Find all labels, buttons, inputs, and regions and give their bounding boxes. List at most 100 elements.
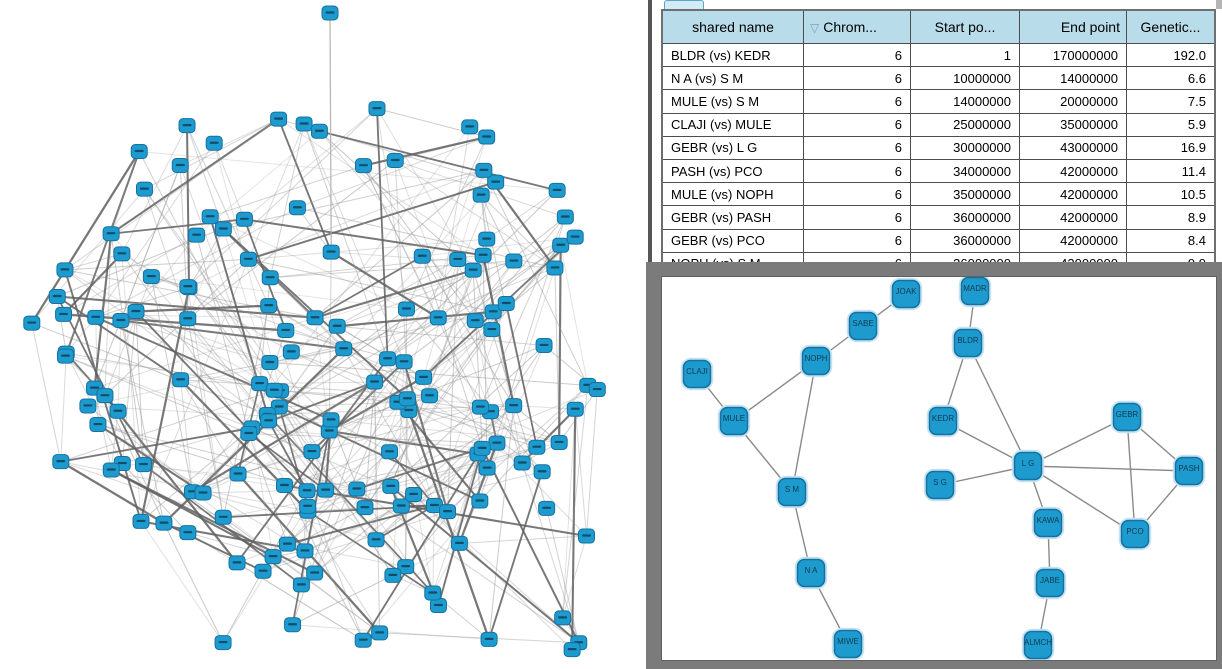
overview-node[interactable] xyxy=(484,304,502,320)
overview-node[interactable] xyxy=(528,439,546,455)
table-row[interactable]: CLAJI (vs) MULE 6 25000000 35000000 5.9 xyxy=(663,113,1214,137)
overview-node[interactable] xyxy=(89,417,107,433)
overview-node[interactable] xyxy=(260,413,278,429)
overview-node[interactable] xyxy=(429,598,447,614)
overview-node[interactable] xyxy=(471,493,489,509)
overview-node[interactable] xyxy=(382,478,400,494)
overview-node[interactable] xyxy=(278,536,296,552)
overview-node[interactable] xyxy=(478,231,496,247)
overview-node[interactable] xyxy=(335,341,353,357)
overview-node[interactable] xyxy=(415,369,433,385)
column-header-start-position[interactable]: Start po... xyxy=(910,11,1020,44)
overview-node[interactable] xyxy=(306,565,324,581)
overview-node[interactable] xyxy=(79,398,97,414)
overview-node[interactable] xyxy=(239,251,257,267)
overview-node[interactable] xyxy=(472,187,490,203)
overview-node[interactable] xyxy=(251,376,269,392)
network-node-LG[interactable]: L G xyxy=(1011,449,1045,483)
panel-splitter[interactable] xyxy=(648,0,652,262)
overview-node[interactable] xyxy=(473,440,491,456)
overview-node[interactable] xyxy=(96,388,114,404)
network-node-BLDR[interactable]: BLDR xyxy=(951,326,985,360)
overview-node[interactable] xyxy=(348,481,366,497)
overview-node[interactable] xyxy=(464,262,482,278)
overview-node[interactable] xyxy=(488,435,506,451)
overview-node[interactable] xyxy=(102,226,120,242)
overview-node[interactable] xyxy=(276,477,294,493)
overview-node[interactable] xyxy=(328,318,346,334)
overview-node[interactable] xyxy=(566,229,584,245)
overview-node[interactable] xyxy=(535,337,553,353)
overview-node[interactable] xyxy=(261,270,279,286)
overview-node[interactable] xyxy=(449,251,467,267)
overview-node[interactable] xyxy=(384,567,402,583)
overview-node[interactable] xyxy=(130,143,148,159)
overview-node[interactable] xyxy=(270,111,288,127)
overview-node[interactable] xyxy=(471,399,489,415)
overview-node[interactable] xyxy=(538,500,556,516)
overview-node[interactable] xyxy=(322,412,340,428)
network-node-PCO[interactable]: PCO xyxy=(1118,517,1152,551)
overview-node[interactable] xyxy=(505,398,523,414)
overview-node[interactable] xyxy=(277,322,295,338)
network-node-SABE[interactable]: SABE xyxy=(846,309,880,343)
overview-node[interactable] xyxy=(439,504,457,520)
network-node-ALMCH[interactable]: ALMCH xyxy=(1021,628,1055,660)
overview-node[interactable] xyxy=(142,269,160,285)
overview-node[interactable] xyxy=(354,158,372,174)
network-node-KEDR[interactable]: KEDR xyxy=(926,404,960,438)
overview-node[interactable] xyxy=(228,555,246,571)
overview-node[interactable] xyxy=(429,310,447,326)
table-row[interactable]: MULE (vs) NOPH 6 35000000 42000000 10.5 xyxy=(663,182,1214,207)
overview-node[interactable] xyxy=(288,200,306,216)
overview-node[interactable] xyxy=(478,129,496,145)
scrollbar-stub[interactable] xyxy=(1216,0,1222,9)
overview-node[interactable] xyxy=(317,482,335,498)
column-header-shared-name[interactable]: shared name xyxy=(663,11,804,44)
overview-node[interactable] xyxy=(310,123,328,139)
network-node-MIWE[interactable]: MIWE xyxy=(831,627,865,660)
detail-network-canvas[interactable]: JOAK MADR SABE BLDR NOPH CLAJI MULE KEDR GEBR L G… xyxy=(662,277,1216,660)
network-node-PASH[interactable]: PASH xyxy=(1172,454,1206,488)
overview-node[interactable] xyxy=(229,466,247,482)
overview-node[interactable] xyxy=(214,635,232,651)
overview-network-canvas[interactable] xyxy=(0,0,648,669)
overview-node[interactable] xyxy=(265,382,283,398)
overview-node[interactable] xyxy=(299,498,317,514)
overview-node[interactable] xyxy=(214,221,232,237)
table-row[interactable]: GEBR (vs) L G 6 30000000 43000000 16.9 xyxy=(663,136,1214,160)
overview-node[interactable] xyxy=(480,631,498,647)
overview-node[interactable] xyxy=(386,152,404,168)
table-row[interactable]: MULE (vs) S M 6 14000000 20000000 7.5 xyxy=(663,89,1214,114)
overview-node[interactable] xyxy=(466,313,484,329)
network-node-GEBR[interactable]: GEBR xyxy=(1110,400,1144,434)
overview-node[interactable] xyxy=(563,642,581,658)
overview-node[interactable] xyxy=(282,344,300,360)
overview-node[interactable] xyxy=(296,543,314,559)
overview-node[interactable] xyxy=(214,509,232,525)
overview-node[interactable] xyxy=(578,528,596,544)
overview-node[interactable] xyxy=(112,313,130,329)
network-node-CLAJI[interactable]: CLAJI xyxy=(680,357,714,391)
overview-node[interactable] xyxy=(397,301,415,317)
overview-node[interactable] xyxy=(554,610,572,626)
table-row[interactable]: PASH (vs) PCO 6 34000000 42000000 11.4 xyxy=(663,159,1214,184)
overview-node[interactable] xyxy=(113,246,131,262)
overview-node[interactable] xyxy=(127,303,145,319)
table-row[interactable]: BLDR (vs) KEDR 6 1 170000000 192.0 xyxy=(663,43,1214,68)
overview-node[interactable] xyxy=(135,457,153,473)
overview-node[interactable] xyxy=(397,559,415,575)
overview-node[interactable] xyxy=(367,532,385,548)
overview-node[interactable] xyxy=(264,549,282,565)
overview-node[interactable] xyxy=(513,455,531,471)
overview-node[interactable] xyxy=(533,464,551,480)
overview-node[interactable] xyxy=(478,460,496,476)
overview-node[interactable] xyxy=(588,382,606,398)
overview-node[interactable] xyxy=(155,515,173,531)
overview-node[interactable] xyxy=(48,289,66,305)
overview-node[interactable] xyxy=(56,348,74,364)
table-panel-tab[interactable] xyxy=(664,0,704,9)
overview-node[interactable] xyxy=(425,497,443,513)
overview-node[interactable] xyxy=(497,296,515,312)
overview-node[interactable] xyxy=(461,119,479,135)
